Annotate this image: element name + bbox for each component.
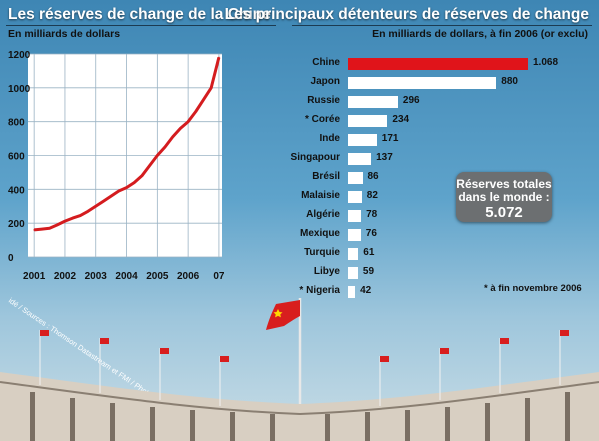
bar-category-label: Mexique — [299, 228, 340, 239]
x-tick-label: 2006 — [177, 271, 200, 282]
series-point — [33, 229, 35, 231]
series-point — [141, 175, 143, 177]
small-flagpoles — [39, 330, 561, 406]
bar-category-label: Algérie — [306, 209, 340, 220]
bar-value-label: 61 — [363, 247, 375, 258]
x-tick-label: 2002 — [54, 271, 77, 282]
bar — [348, 229, 361, 241]
bar-category-label: Turquie — [304, 247, 340, 258]
series-point — [79, 214, 82, 217]
bar-value-label: 1.068 — [533, 57, 559, 68]
total-box-line1: Réserves totales — [456, 177, 552, 191]
series-point — [118, 190, 120, 192]
bar-value-label: 42 — [360, 285, 372, 296]
series-point — [87, 210, 89, 213]
bar-value-label: 86 — [367, 171, 379, 182]
bar-value-label: 296 — [402, 95, 420, 106]
series-point — [110, 195, 112, 197]
left-chart-subtitle: En milliards de dollars — [8, 28, 121, 40]
right-chart-title: Les principaux détenteurs de réserves de… — [224, 6, 589, 23]
bar-category-label: Singapour — [290, 152, 340, 163]
series-point — [218, 56, 220, 59]
bar — [348, 191, 362, 203]
y-tick-label: 800 — [8, 118, 25, 129]
series-point — [71, 217, 74, 219]
series-point — [179, 127, 182, 130]
bar-category-label: Brésil — [312, 171, 340, 182]
world-total-box: Réserves totales dans le monde : 5.072 — [456, 172, 552, 222]
bar — [348, 286, 356, 298]
series-point — [156, 154, 159, 157]
small-flags — [40, 330, 569, 362]
bar-value-label: 59 — [362, 266, 375, 277]
bar — [348, 58, 528, 70]
bar — [348, 267, 358, 279]
bar-value-label: 234 — [392, 114, 410, 125]
series-point — [133, 181, 136, 184]
bar-value-label: 880 — [501, 76, 518, 87]
y-tick-label: 0 — [8, 253, 14, 264]
bar-category-label: Russie — [307, 95, 340, 106]
bar — [348, 248, 359, 260]
bar-value-label: 171 — [381, 133, 399, 144]
bar-value-label: 82 — [366, 190, 378, 201]
left-divider — [6, 25, 276, 26]
total-box-line2: dans le monde : — [458, 190, 550, 204]
series-point — [195, 110, 197, 113]
series-point — [148, 164, 151, 167]
series-point — [164, 146, 166, 148]
series-point — [125, 186, 128, 189]
bar-category-label: Inde — [319, 133, 340, 144]
bar — [348, 172, 363, 184]
bar-category-label: * Nigeria — [299, 285, 340, 296]
series-point — [202, 98, 205, 101]
building-cornice — [0, 381, 599, 416]
bar — [348, 210, 362, 222]
series-point — [64, 220, 66, 222]
x-tick-label: 2001 — [23, 271, 46, 282]
series-point — [210, 87, 213, 89]
right-divider — [292, 25, 592, 26]
bar — [348, 134, 377, 146]
series-point — [48, 227, 51, 230]
bar-value-label: 137 — [376, 152, 393, 163]
bar-category-label: Japon — [310, 76, 340, 87]
bar — [348, 153, 372, 165]
total-box-value: 5.072 — [485, 204, 523, 221]
series-point — [94, 205, 97, 208]
building-columns — [30, 392, 570, 441]
x-tick-label: 07 — [213, 271, 225, 282]
y-tick-label: 400 — [8, 185, 25, 196]
bar-category-label: * Corée — [304, 114, 340, 125]
series-point — [187, 120, 189, 123]
y-tick-label: 1200 — [8, 50, 31, 61]
bar-category-label: Chine — [312, 57, 340, 68]
x-tick-label: 2004 — [115, 271, 138, 282]
bar-category-label: Malaisie — [301, 190, 340, 201]
bar-value-label: 76 — [365, 228, 377, 239]
y-tick-label: 600 — [8, 152, 25, 163]
series-point — [56, 224, 59, 226]
series-point — [171, 136, 174, 138]
bar — [348, 96, 398, 108]
x-tick-label: 2005 — [146, 271, 169, 282]
flag-star-icon — [273, 309, 283, 318]
series-point — [41, 228, 43, 230]
footnote: * à fin novembre 2006 — [484, 283, 582, 294]
bar — [348, 115, 388, 127]
y-tick-label: 1000 — [8, 84, 31, 95]
right-chart-subtitle: En milliards de dollars, à fin 2006 (or … — [372, 28, 588, 40]
y-tick-label: 200 — [8, 219, 25, 230]
china-flag-icon — [266, 300, 300, 330]
bar-category-label: Libye — [313, 266, 340, 277]
bar-value-label: 78 — [366, 209, 378, 220]
series-point — [102, 200, 105, 202]
x-tick-label: 2003 — [85, 271, 108, 282]
bar — [348, 77, 497, 89]
left-chart-title: Les réserves de change de la Chine — [8, 6, 271, 23]
